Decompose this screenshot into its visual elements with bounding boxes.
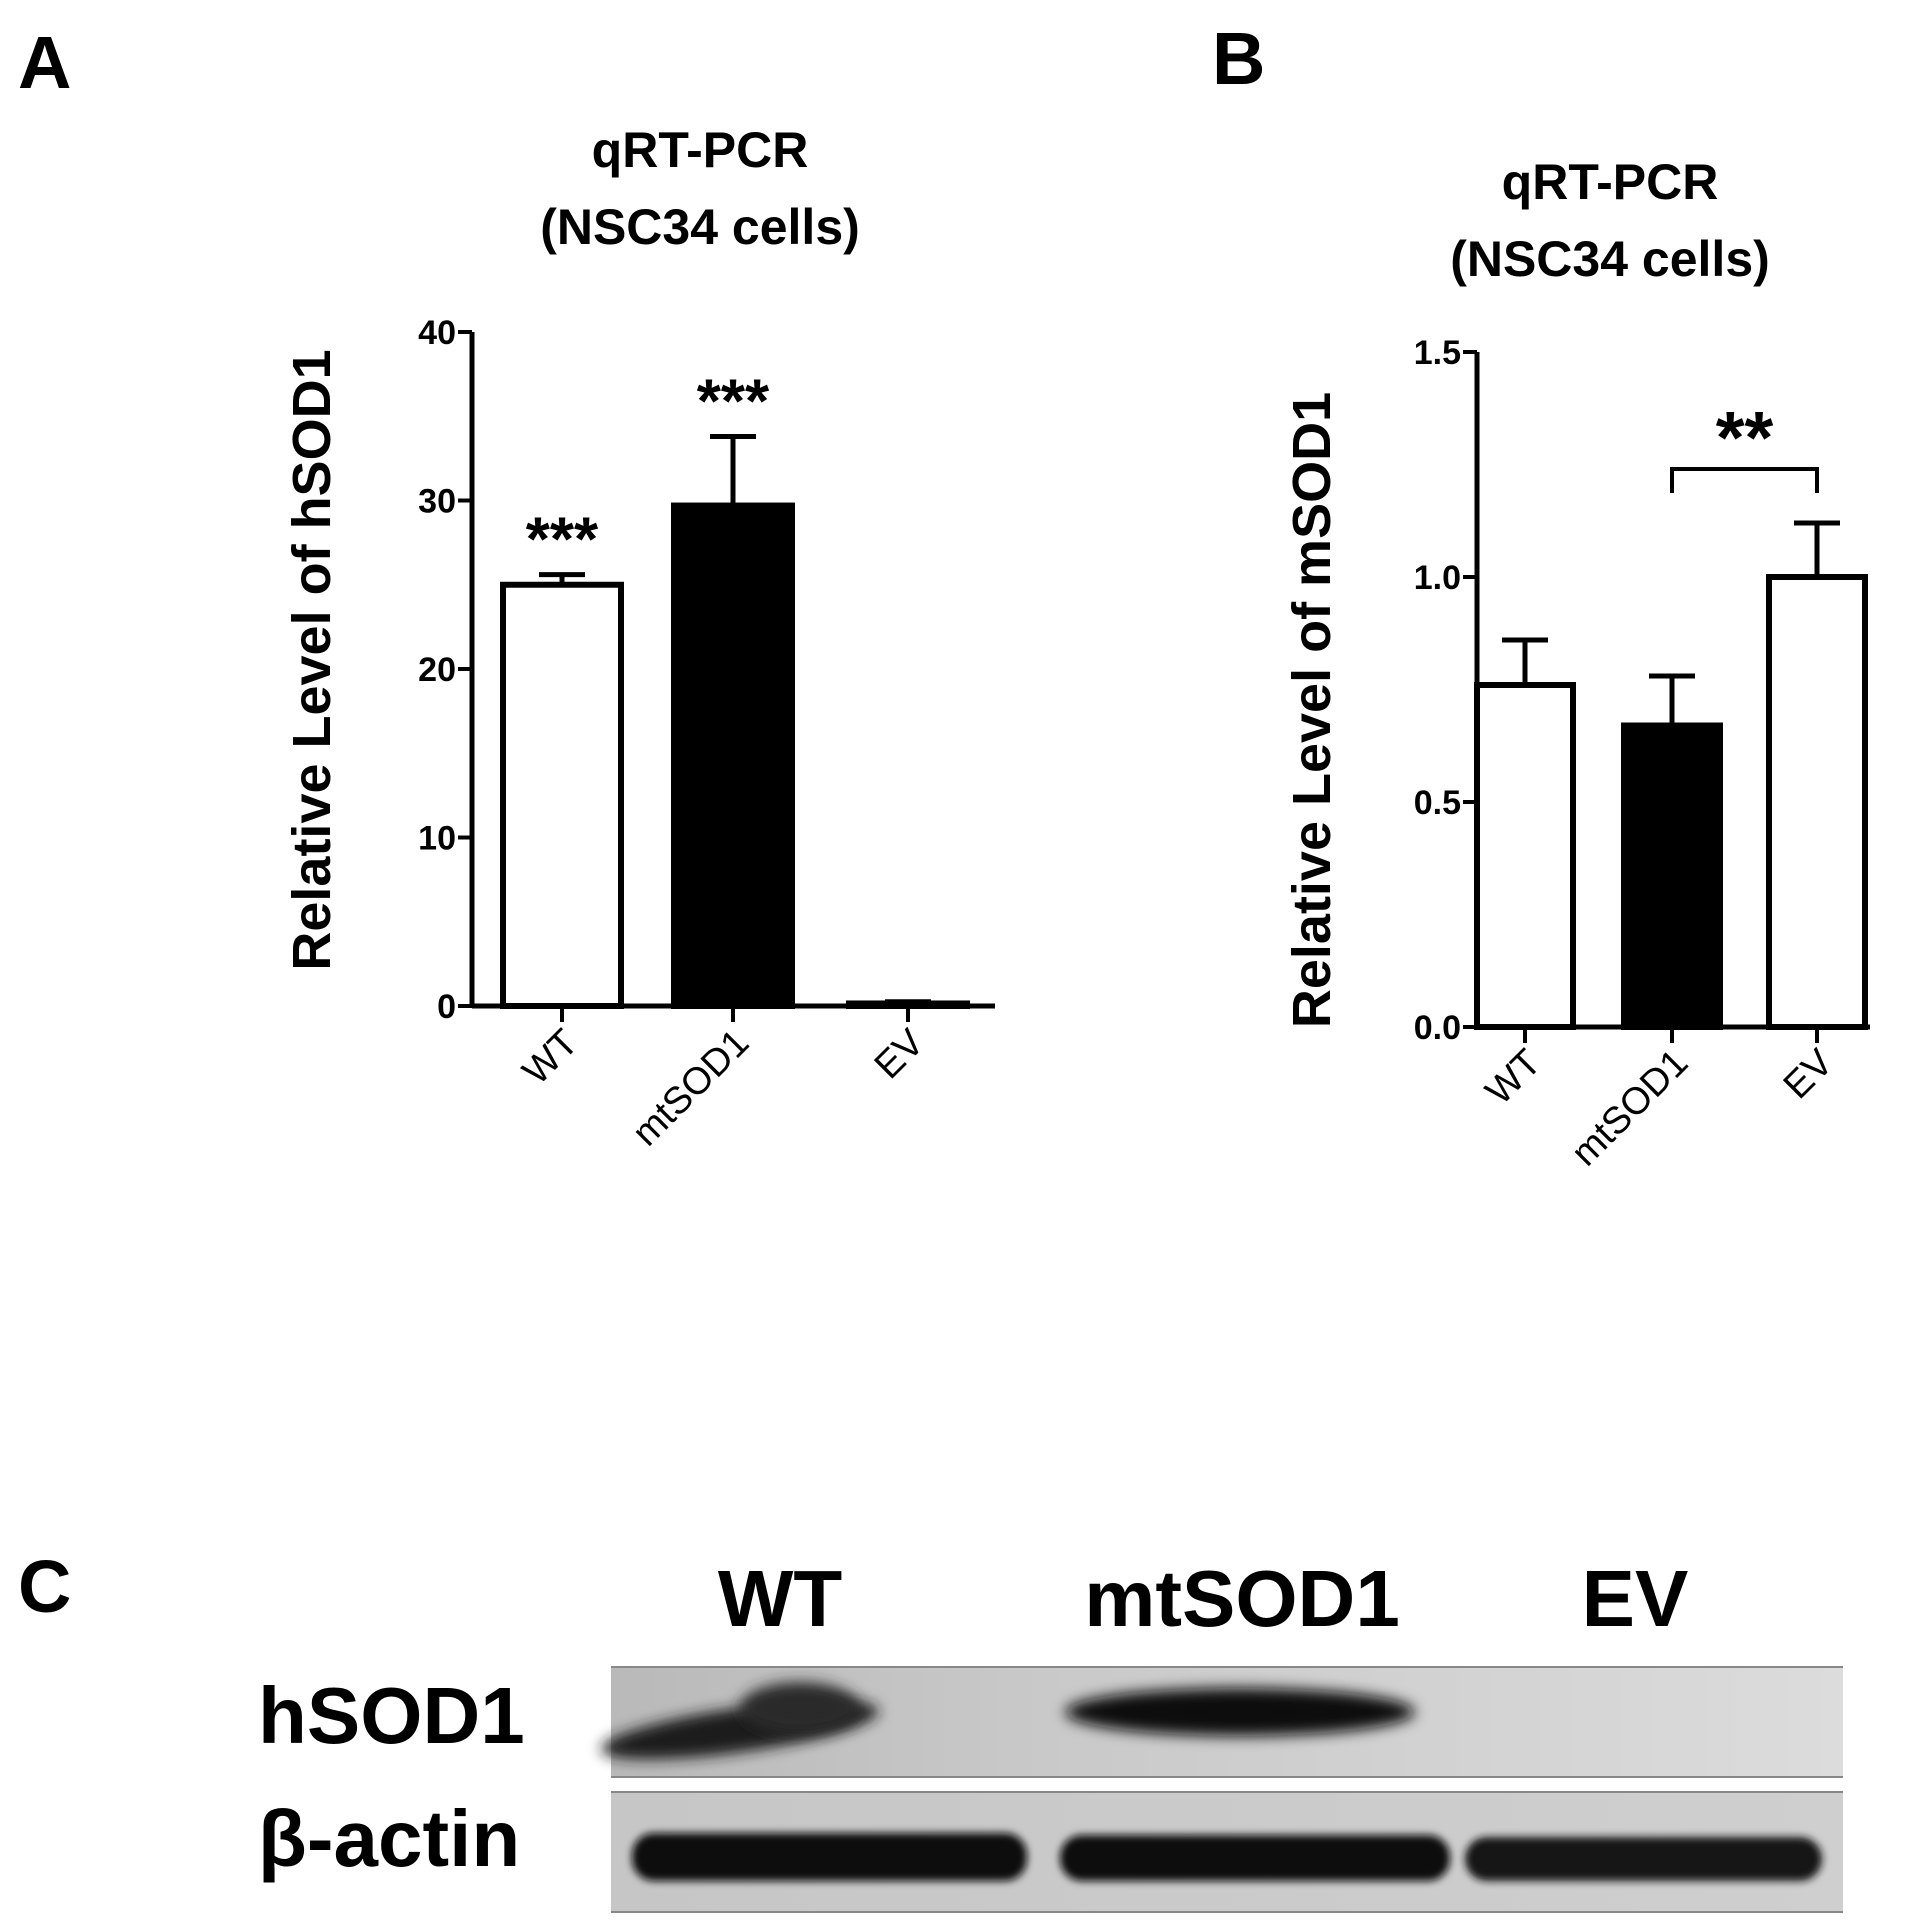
chart-b: 0.0 0.5 1.0 1.5 WT mtSOD1 EV ** bbox=[1414, 334, 1870, 1174]
blot-band-bactin-mtsod1 bbox=[1060, 1835, 1450, 1881]
blot-lane-label-wt: WT bbox=[718, 1554, 843, 1643]
blot-panel: WT mtSOD1 EV hSOD1 β-actin bbox=[258, 1554, 1843, 1913]
panel-b-title-line2: (NSC34 cells) bbox=[1450, 231, 1770, 287]
y-tick-label: 0.5 bbox=[1414, 784, 1461, 822]
blot-band-bactin-wt bbox=[632, 1833, 1027, 1881]
x-category-label: WT bbox=[1478, 1042, 1549, 1113]
bar bbox=[1766, 574, 1868, 1030]
blot-band-bactin-ev bbox=[1465, 1837, 1822, 1881]
blot-row-label-hsod1: hSOD1 bbox=[258, 1671, 525, 1760]
significance-label: ** bbox=[1716, 396, 1774, 479]
panel-b-ylabel: Relative Level of mSOD1 bbox=[1282, 392, 1342, 1028]
x-category-label: mtSOD1 bbox=[625, 1022, 758, 1155]
bar bbox=[500, 581, 624, 1009]
blot-lane-label-ev: EV bbox=[1582, 1554, 1689, 1643]
blot-lane-label-mtsod1: mtSOD1 bbox=[1084, 1554, 1400, 1643]
panel-letter-c: C bbox=[18, 1545, 71, 1628]
blot-band-hsod1-wt-upper bbox=[740, 1682, 860, 1734]
panel-a-title-line2: (NSC34 cells) bbox=[540, 199, 860, 255]
y-tick-label: 20 bbox=[418, 651, 456, 689]
chart-a: 0 10 20 30 40 WT *** mtSOD1 *** EV bbox=[418, 314, 995, 1154]
significance-label: *** bbox=[697, 367, 770, 436]
y-tick-label: 1.0 bbox=[1414, 559, 1461, 597]
blot-band-hsod1-mtsod1 bbox=[1065, 1688, 1415, 1736]
y-tick-label: 30 bbox=[418, 483, 456, 521]
panel-b-title-line1: qRT-PCR bbox=[1502, 154, 1719, 210]
x-category-label: mtSOD1 bbox=[1564, 1042, 1697, 1175]
y-tick-label: 0.0 bbox=[1414, 1009, 1461, 1047]
blot-row-label-bactin: β-actin bbox=[258, 1794, 520, 1883]
x-category-label: WT bbox=[515, 1022, 586, 1093]
y-tick-label: 1.5 bbox=[1414, 334, 1461, 372]
bar bbox=[1621, 722, 1723, 1030]
bar bbox=[1474, 682, 1576, 1030]
panel-a-title-line1: qRT-PCR bbox=[592, 122, 809, 178]
y-tick-label: 0 bbox=[437, 988, 456, 1026]
x-category-label: EV bbox=[1776, 1041, 1842, 1107]
significance-label: *** bbox=[526, 506, 599, 575]
x-category-label: EV bbox=[867, 1021, 933, 1087]
bar bbox=[671, 502, 795, 1009]
significance-bracket bbox=[1670, 467, 1819, 493]
y-tick-label: 10 bbox=[418, 820, 456, 858]
panel-a-ylabel: Relative Level of hSOD1 bbox=[282, 349, 342, 970]
bar bbox=[846, 1000, 970, 1009]
panel-letter-a: A bbox=[18, 21, 71, 104]
y-tick-label: 40 bbox=[418, 314, 456, 352]
panel-letter-b: B bbox=[1212, 17, 1265, 100]
